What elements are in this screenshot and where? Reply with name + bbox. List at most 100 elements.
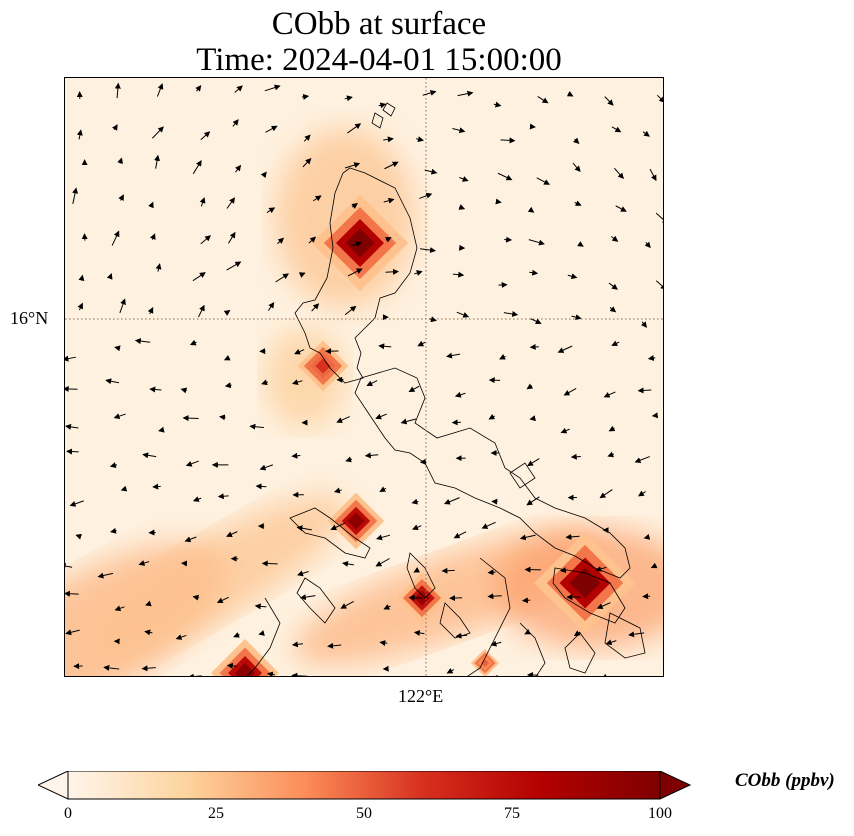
wind-arrow — [488, 413, 496, 420]
wind-arrow — [351, 203, 358, 209]
wind-arrow — [344, 95, 353, 102]
wind-arrow — [379, 640, 388, 646]
wind-arrow — [351, 241, 362, 248]
wind-arrow — [567, 273, 578, 280]
wind-arrow — [565, 533, 580, 540]
wind-arrow — [195, 85, 202, 92]
wind-arrow — [456, 311, 470, 318]
wind-arrow — [226, 261, 242, 271]
wind-arrow — [503, 311, 519, 317]
wind-arrow — [526, 496, 540, 506]
wind-arrow — [500, 137, 516, 144]
wind-arrow — [175, 634, 187, 640]
wind-arrow — [615, 205, 627, 212]
colorbar-tick: 0 — [64, 805, 72, 822]
wind-arrow — [455, 632, 468, 639]
wind-arrow — [487, 593, 502, 600]
colorbar-extend-min — [38, 771, 69, 800]
wind-arrow — [628, 631, 645, 638]
wind-arrow — [119, 298, 126, 314]
wind-arrow — [446, 667, 455, 674]
wind-arrow — [216, 596, 229, 604]
wind-arrow — [344, 162, 361, 169]
wind-arrow — [232, 119, 239, 127]
wind-arrow — [529, 415, 536, 422]
wind-arrow — [69, 500, 84, 507]
wind-arrow — [233, 632, 240, 638]
wind-arrow — [111, 230, 120, 246]
wind-arrow — [599, 489, 613, 499]
colorbar — [38, 771, 692, 800]
wind-arrow — [182, 415, 199, 422]
wind-arrow — [199, 197, 206, 207]
wind-arrow — [200, 235, 211, 245]
lon-tick-label: 122°E — [398, 686, 444, 706]
wind-arrow — [120, 485, 128, 492]
wind-arrow — [649, 168, 657, 182]
wind-arrow — [400, 418, 417, 425]
wind-arrow — [495, 198, 502, 205]
wind-arrow — [452, 271, 465, 278]
wind-arrow — [184, 536, 197, 543]
wind-arrow — [291, 641, 304, 648]
wind-arrow — [266, 671, 275, 676]
wind-arrow — [254, 603, 267, 610]
wind-arrow — [344, 305, 357, 316]
wind-arrow — [601, 673, 609, 676]
wind-arrow — [189, 339, 197, 346]
wind-arrow — [596, 602, 611, 609]
wind-arrow — [185, 460, 199, 467]
wind-arrow — [145, 600, 152, 607]
wind-arrow — [383, 136, 394, 143]
wind-arrow — [411, 498, 419, 505]
wind-arrow — [640, 321, 648, 328]
wind-arrow — [655, 280, 663, 290]
wind-arrow — [412, 524, 422, 531]
wind-arrow — [114, 82, 121, 99]
wind-arrow — [527, 206, 535, 213]
wind-arrow — [147, 307, 154, 315]
wind-arrow — [385, 268, 399, 275]
map-time: Time: 2024-04-01 15:00:00 — [196, 42, 562, 78]
wind-arrow — [249, 423, 264, 430]
wind-arrow — [419, 192, 433, 199]
wind-arrow — [340, 600, 354, 609]
wind-arrow — [637, 490, 646, 497]
wind-arrow — [327, 642, 342, 649]
wind-arrow — [106, 273, 113, 280]
wind-arrow — [109, 462, 118, 468]
wind-arrow — [226, 531, 238, 537]
wind-arrow — [378, 102, 387, 109]
wind-arrow — [559, 567, 568, 574]
wind-arrow — [643, 533, 651, 540]
wind-arrow — [97, 572, 114, 579]
wind-arrow — [444, 497, 460, 505]
wind-arrow — [379, 486, 387, 493]
wind-arrow — [66, 448, 79, 455]
wind-arrow — [375, 413, 387, 420]
wind-arrow — [260, 171, 267, 179]
wind-arrow — [259, 464, 273, 471]
wind-arrow — [277, 237, 285, 245]
wind-arrow — [156, 83, 164, 97]
wind-arrow — [557, 345, 573, 353]
wind-arrow — [155, 263, 162, 272]
wind-arrow — [264, 84, 281, 92]
wind-arrow — [415, 136, 424, 143]
wind-arrow — [413, 567, 421, 573]
wind-arrow — [499, 354, 506, 360]
wind-arrow — [419, 247, 437, 254]
wind-arrow — [417, 340, 426, 347]
wind-arrow — [76, 129, 83, 140]
wind-arrow — [200, 131, 211, 141]
wind-arrow — [446, 352, 461, 359]
wind-arrow — [223, 354, 231, 361]
colorbar-tick: 75 — [504, 805, 520, 822]
wind-arrow — [408, 385, 420, 393]
wind-arrow — [376, 534, 391, 541]
wind-arrow — [77, 302, 84, 311]
wind-arrow — [110, 527, 117, 534]
wind-arrow — [526, 383, 534, 390]
wind-arrow — [267, 301, 275, 311]
wind-arrow — [408, 594, 423, 601]
